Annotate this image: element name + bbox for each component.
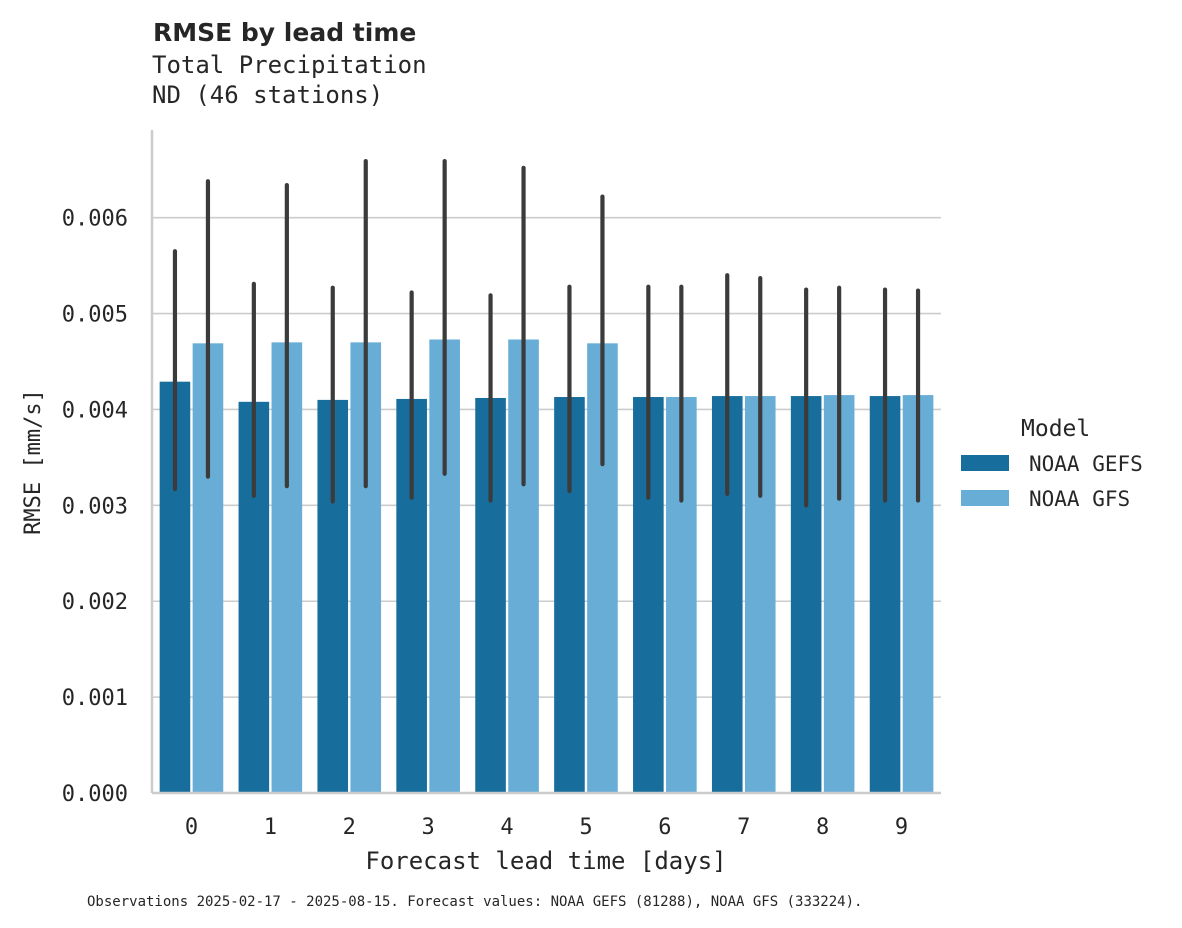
legend-label-gefs: NOAA GEFS: [1029, 452, 1143, 476]
x-tick-label: 9: [895, 815, 908, 840]
y-tick-labels: 0.000 0.001 0.002 0.003 0.004 0.005 0.006: [62, 207, 128, 807]
y-tick-label: 0.000: [62, 782, 128, 807]
legend: Model NOAA GEFS NOAA GFS: [961, 416, 1143, 511]
x-axis-label: Forecast lead time [days]: [365, 847, 726, 875]
x-tick-label: 1: [264, 815, 277, 840]
y-tick-label: 0.006: [62, 207, 128, 232]
x-tick-label: 2: [343, 815, 356, 840]
x-tick-labels: 0 1 2 3 4 5 6 7 8 9: [185, 815, 908, 840]
error-bars: [172, 159, 921, 508]
chart-subtitle-line-2: ND (46 stations): [152, 81, 383, 109]
legend-swatch-gfs: [961, 490, 1009, 506]
x-tick-label: 4: [500, 815, 513, 840]
chart-subtitle-line-1: Total Precipitation: [152, 51, 427, 79]
legend-title: Model: [1021, 416, 1090, 442]
gridlines: [152, 216, 941, 698]
x-tick-label: 0: [185, 815, 198, 840]
y-tick-label: 0.001: [62, 686, 128, 711]
y-tick-label: 0.003: [62, 494, 128, 519]
x-tick-label: 3: [422, 815, 435, 840]
legend-swatch-gefs: [961, 455, 1009, 471]
bars: [159, 339, 934, 793]
y-tick-label: 0.004: [62, 398, 128, 423]
legend-label-gfs: NOAA GFS: [1029, 487, 1130, 511]
footnote: Observations 2025-02-17 - 2025-08-15. Fo…: [87, 894, 862, 910]
x-tick-label: 7: [737, 815, 750, 840]
y-tick-label: 0.002: [62, 590, 128, 615]
x-tick-label: 5: [579, 815, 592, 840]
x-tick-label: 8: [816, 815, 829, 840]
chart-title: RMSE by lead time: [153, 18, 416, 47]
x-tick-label: 6: [658, 815, 671, 840]
y-axis-label: RMSE [mm/s]: [21, 389, 46, 535]
y-tick-label: 0.005: [62, 303, 128, 328]
